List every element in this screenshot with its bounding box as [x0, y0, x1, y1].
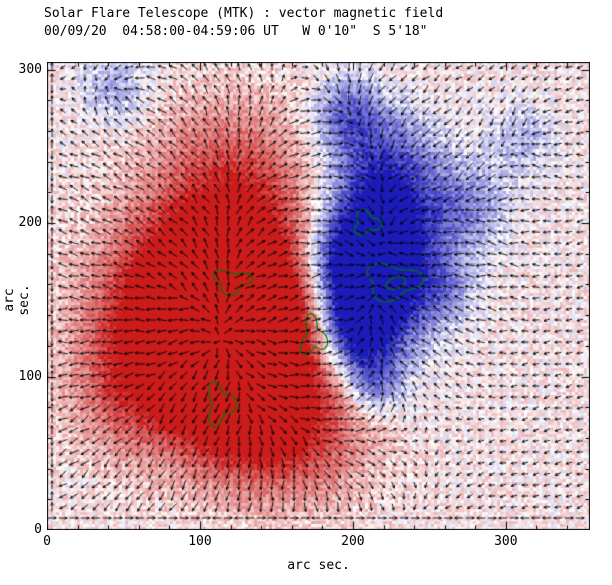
x-tick-label: 100 — [188, 534, 212, 549]
chart-subtitle: 00/09/20 04:58:00-04:59:06 UT W 0'10" S … — [44, 24, 428, 39]
x-axis-label: arc sec. — [287, 558, 350, 573]
chart-title: Solar Flare Telescope (MTK) : vector mag… — [44, 6, 444, 21]
y-tick-label: 100 — [18, 368, 42, 384]
y-tick-label: 200 — [18, 215, 42, 231]
y-tick-label: 0 — [34, 522, 42, 537]
y-axis-label: arc sec. — [2, 284, 32, 316]
x-tick-label: 0 — [43, 534, 51, 549]
magnetogram-canvas — [47, 62, 590, 530]
x-tick-label: 300 — [494, 534, 518, 549]
x-tick-label: 200 — [341, 534, 365, 549]
y-tick-label: 300 — [18, 61, 42, 77]
